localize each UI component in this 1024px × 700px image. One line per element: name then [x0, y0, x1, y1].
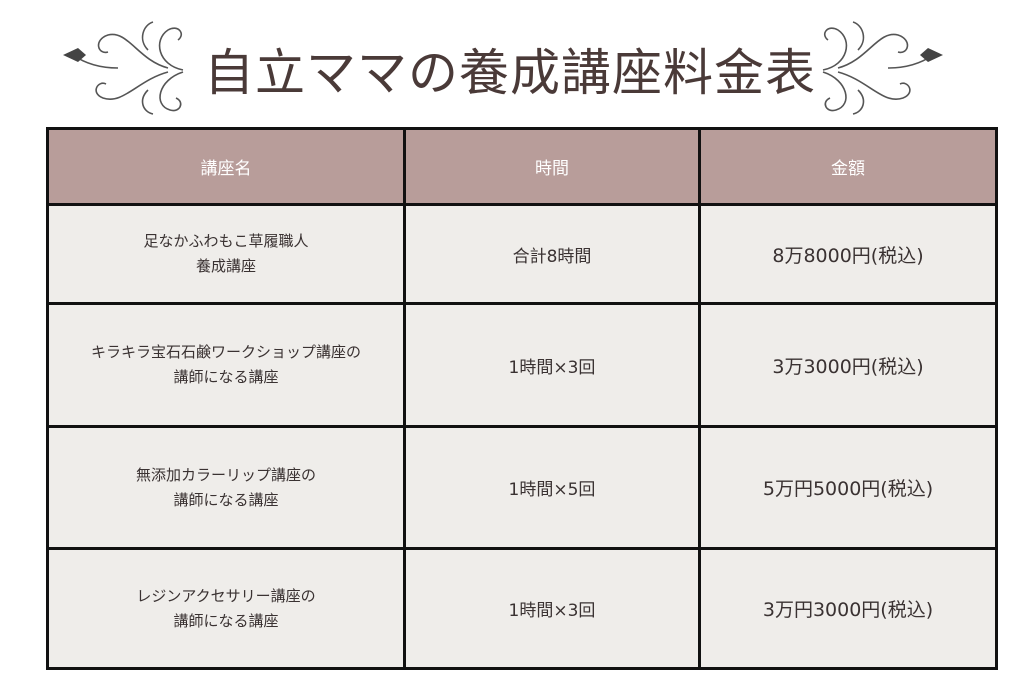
- time-cell: 1時間×3回: [403, 547, 701, 670]
- flourish-ornament-left: [63, 21, 184, 115]
- page-title: 自立ママの養成講座料金表: [204, 44, 816, 102]
- course-name-cell: 無添加カラーリップ講座の 講師になる講座: [46, 425, 406, 550]
- price-cell: 3万3000円(税込): [698, 302, 998, 428]
- time-cell: 1時間×3回: [403, 302, 701, 428]
- course-name-cell: 足なかふわもこ草履職人 養成講座: [46, 203, 406, 305]
- course-name-line2: 講師になる講座: [173, 490, 279, 509]
- course-name-line2: 養成講座: [195, 257, 256, 275]
- price-table: 講座名 時間 金額 足なかふわもこ草履職人 養成講座 合計8時間 8万8000円(…: [46, 127, 998, 670]
- price-cell: 8万8000円(税込): [698, 203, 998, 305]
- course-name-line2: 講師になる講座: [173, 611, 279, 630]
- course-name-line1: 足なかふわもこ草履職人: [143, 232, 309, 250]
- course-name-line1: 無添加カラーリップ講座の: [135, 465, 316, 484]
- course-name-cell: レジンアクセサリー講座の 講師になる講座: [46, 547, 406, 670]
- time-cell: 1時間×5回: [403, 425, 701, 550]
- course-name-line2: 講師になる講座: [173, 368, 279, 386]
- table-row: 無添加カラーリップ講座の 講師になる講座 1時間×5回 5万円5000円(税込): [46, 425, 998, 550]
- header-time: 時間: [403, 127, 701, 206]
- course-name-line1: レジンアクセサリー講座の: [136, 586, 316, 605]
- table-row: キラキラ宝石石鹸ワークショップ講座の 講師になる講座 1時間×3回 3万3000円…: [46, 302, 998, 428]
- header-course-name: 講座名: [46, 127, 406, 206]
- price-cell: 3万円3000円(税込): [698, 547, 998, 670]
- price-cell: 5万円5000円(税込): [698, 425, 998, 550]
- table-row: レジンアクセサリー講座の 講師になる講座 1時間×3回 3万円3000円(税込): [46, 547, 998, 670]
- table-row: 足なかふわもこ草履職人 養成講座 合計8時間 8万8000円(税込): [46, 203, 998, 305]
- header-price: 金額: [698, 127, 998, 206]
- course-name-cell: キラキラ宝石石鹸ワークショップ講座の 講師になる講座: [46, 302, 406, 428]
- flourish-ornament-right: [822, 21, 943, 115]
- table-header-row: 講座名 時間 金額: [46, 127, 998, 206]
- time-cell: 合計8時間: [403, 203, 701, 305]
- course-name-line1: キラキラ宝石石鹸ワークショップ講座の: [90, 343, 361, 361]
